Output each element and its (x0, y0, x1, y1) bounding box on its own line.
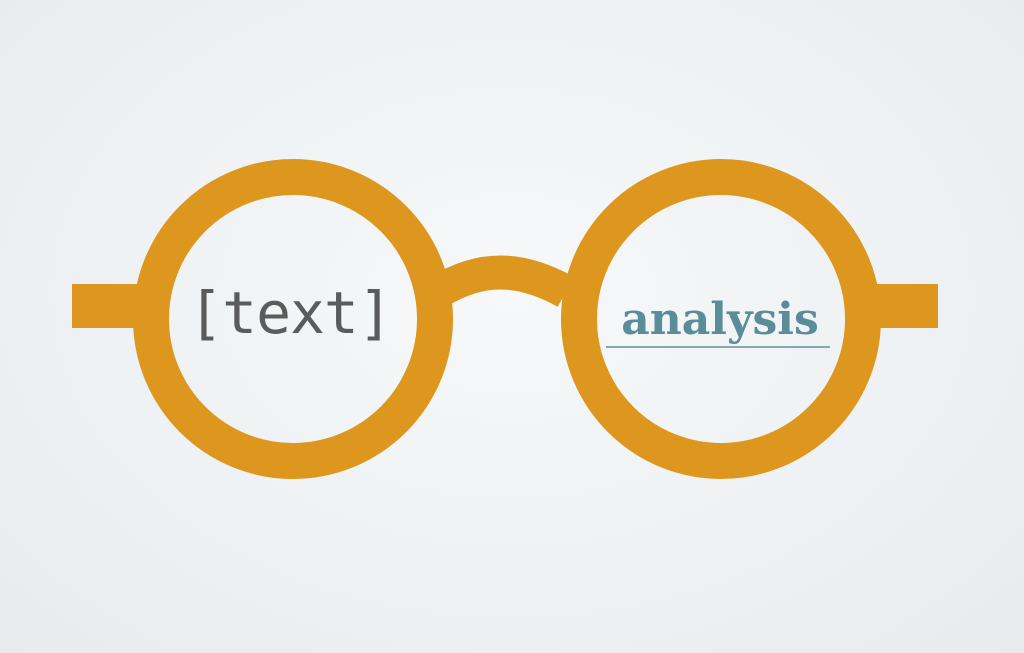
left-temple-arm (72, 284, 142, 328)
left-lens-text: [text] (188, 279, 393, 347)
right-lens-ring (561, 159, 881, 479)
left-lens-ring (133, 159, 453, 479)
right-lens-underline (606, 346, 830, 348)
right-lens-text: analysis (621, 294, 819, 345)
bridge (429, 255, 575, 307)
